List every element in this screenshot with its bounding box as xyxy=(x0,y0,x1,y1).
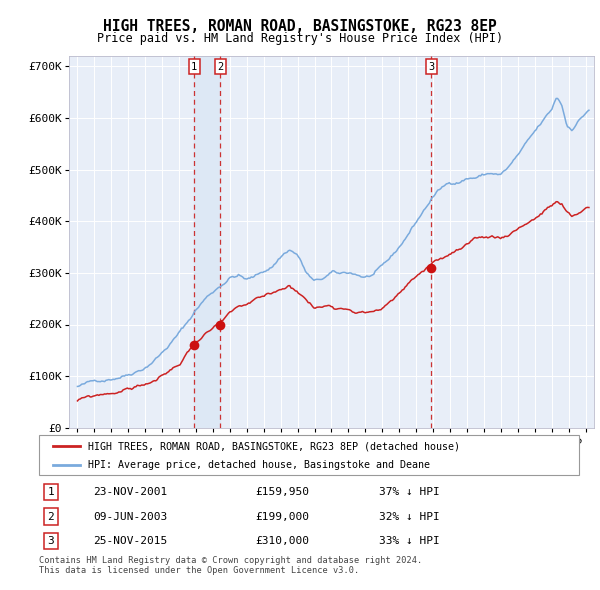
Text: HPI: Average price, detached house, Basingstoke and Deane: HPI: Average price, detached house, Basi… xyxy=(88,460,430,470)
Text: 25-NOV-2015: 25-NOV-2015 xyxy=(93,536,167,546)
Text: 32% ↓ HPI: 32% ↓ HPI xyxy=(379,512,440,522)
Text: £199,000: £199,000 xyxy=(255,512,309,522)
Text: 33% ↓ HPI: 33% ↓ HPI xyxy=(379,536,440,546)
Text: Price paid vs. HM Land Registry's House Price Index (HPI): Price paid vs. HM Land Registry's House … xyxy=(97,32,503,45)
Text: This data is licensed under the Open Government Licence v3.0.: This data is licensed under the Open Gov… xyxy=(39,566,359,575)
Text: £159,950: £159,950 xyxy=(255,487,309,497)
FancyBboxPatch shape xyxy=(39,435,579,475)
Text: 37% ↓ HPI: 37% ↓ HPI xyxy=(379,487,440,497)
Text: 23-NOV-2001: 23-NOV-2001 xyxy=(93,487,167,497)
Text: HIGH TREES, ROMAN ROAD, BASINGSTOKE, RG23 8EP: HIGH TREES, ROMAN ROAD, BASINGSTOKE, RG2… xyxy=(103,19,497,34)
Bar xyxy=(194,56,220,428)
Text: 2: 2 xyxy=(47,512,54,522)
Text: 1: 1 xyxy=(191,61,197,71)
Text: 3: 3 xyxy=(47,536,54,546)
Text: 1: 1 xyxy=(47,487,54,497)
Text: 09-JUN-2003: 09-JUN-2003 xyxy=(93,512,167,522)
Text: Contains HM Land Registry data © Crown copyright and database right 2024.: Contains HM Land Registry data © Crown c… xyxy=(39,556,422,565)
Text: HIGH TREES, ROMAN ROAD, BASINGSTOKE, RG23 8EP (detached house): HIGH TREES, ROMAN ROAD, BASINGSTOKE, RG2… xyxy=(88,441,460,451)
Text: 2: 2 xyxy=(217,61,224,71)
Text: 3: 3 xyxy=(428,61,434,71)
Text: £310,000: £310,000 xyxy=(255,536,309,546)
